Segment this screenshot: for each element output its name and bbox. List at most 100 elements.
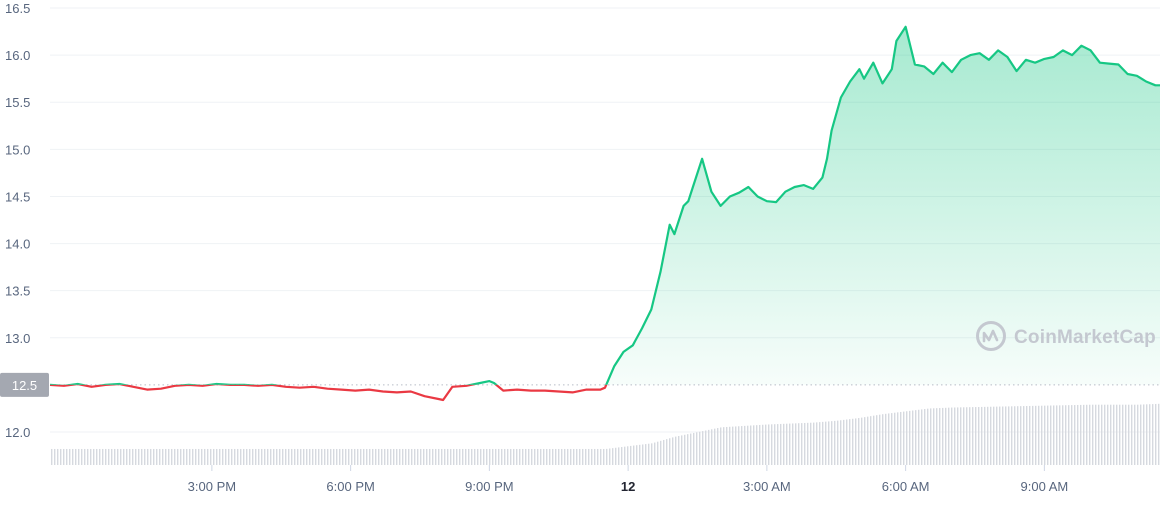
volume-bar	[546, 448, 548, 465]
volume-bar	[450, 448, 452, 465]
volume-bar	[501, 448, 503, 465]
volume-bar	[981, 406, 983, 465]
volume-bar	[519, 448, 521, 465]
volume-bar	[66, 448, 68, 465]
volume-bar	[639, 444, 641, 465]
x-tick-label: 6:00 AM	[882, 479, 930, 494]
volume-bar	[102, 448, 104, 465]
volume-bar	[705, 430, 707, 465]
volume-bar	[411, 448, 413, 465]
coinmarketcap-logo-icon	[976, 321, 1006, 351]
volume-bar	[390, 448, 392, 465]
volume-bar	[693, 432, 695, 465]
volume-bar	[183, 448, 185, 465]
volume-bar	[510, 448, 512, 465]
volume-bar	[366, 448, 368, 465]
volume-bar	[600, 448, 602, 465]
volume-bar	[624, 446, 626, 465]
volume-bar	[951, 407, 953, 465]
x-tick-label: 6:00 PM	[326, 479, 374, 494]
volume-bar	[441, 448, 443, 465]
volume-bar	[933, 408, 935, 465]
volume-bar	[141, 448, 143, 465]
volume-bar	[237, 448, 239, 465]
volume-bar	[261, 448, 263, 465]
volume-bar	[798, 423, 800, 465]
volume-bar	[1038, 405, 1040, 465]
volume-bar	[321, 448, 323, 465]
volume-bar	[960, 407, 962, 465]
volume-bar	[1125, 404, 1127, 465]
volume-bar	[1122, 404, 1124, 465]
volume-bar	[969, 407, 971, 465]
volume-bar	[1113, 404, 1115, 465]
volume-bar	[633, 445, 635, 465]
volume-bar	[603, 448, 605, 465]
volume-bar	[543, 448, 545, 465]
volume-bar	[675, 436, 677, 465]
volume-bar	[912, 410, 914, 465]
volume-bar	[729, 426, 731, 465]
volume-bar	[810, 422, 812, 465]
volume-bar	[174, 448, 176, 465]
volume-bar	[1050, 405, 1052, 465]
volume-bar	[120, 448, 122, 465]
volume-bar	[993, 406, 995, 465]
volume-bar	[579, 448, 581, 465]
volume-bar	[1065, 405, 1067, 465]
volume-bar	[855, 418, 857, 465]
volume-bar	[507, 448, 509, 465]
volume-bar	[477, 448, 479, 465]
volume-bar	[741, 426, 743, 465]
volume-bar	[651, 443, 653, 465]
volume-bar	[900, 411, 902, 465]
volume-bar	[876, 415, 878, 465]
volume-bar	[1149, 404, 1151, 465]
volume-bar	[333, 448, 335, 465]
coinmarketcap-watermark: CoinMarketCap	[976, 321, 1156, 351]
y-tick-label: 14.5	[5, 189, 30, 204]
volume-bar	[369, 448, 371, 465]
volume-bar	[756, 425, 758, 465]
volume-bar	[423, 448, 425, 465]
volume-bar	[171, 448, 173, 465]
volume-bar	[645, 444, 647, 465]
volume-bar	[276, 448, 278, 465]
x-tick-label: 3:00 AM	[743, 479, 791, 494]
volume-bar	[1092, 404, 1094, 465]
volume-bar	[759, 424, 761, 465]
volume-bar	[885, 413, 887, 465]
volume-bar	[564, 448, 566, 465]
volume-bar	[129, 448, 131, 465]
x-tick-label: 3:00 PM	[188, 479, 236, 494]
volume-bar	[774, 424, 776, 465]
volume-bar	[1107, 404, 1109, 465]
volume-bar	[1119, 404, 1121, 465]
volume-bar	[1002, 406, 1004, 465]
volume-bar	[459, 448, 461, 465]
volume-bar	[231, 448, 233, 465]
volume-bar	[1047, 405, 1049, 465]
volume-bar	[1062, 405, 1064, 465]
volume-bar	[408, 448, 410, 465]
price-area	[50, 26, 1160, 385]
volume-bar	[681, 435, 683, 465]
volume-bar	[786, 423, 788, 465]
volume-bar	[351, 448, 353, 465]
volume-bar	[606, 448, 608, 465]
volume-bar	[192, 448, 194, 465]
volume-bar	[1110, 404, 1112, 465]
volume-bar	[294, 448, 296, 465]
volume-bar	[393, 448, 395, 465]
volume-bar	[768, 424, 770, 465]
volume-bar	[873, 415, 875, 465]
volume-bar	[726, 426, 728, 465]
volume-bar	[972, 407, 974, 465]
volume-bar	[540, 448, 542, 465]
volume-bar	[1017, 406, 1019, 465]
y-tick-label: 15.0	[5, 142, 30, 157]
volume-bar	[666, 439, 668, 465]
volume-bar	[1077, 404, 1079, 465]
volume-bar	[1116, 404, 1118, 465]
volume-bar	[471, 448, 473, 465]
